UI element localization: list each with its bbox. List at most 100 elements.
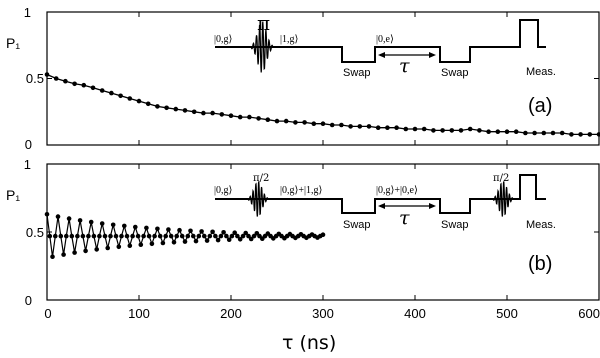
series-a-point [283,118,289,124]
series-a-point [109,90,114,96]
series-b-point [243,230,248,236]
pi-half-label-2: π/2 [493,173,509,184]
state-superposition-g: |0,g⟩+|1,g⟩ [280,185,323,196]
series-b-point [246,233,251,239]
series-a-point [504,129,510,134]
series-b-point [204,238,210,243]
series-b-point [193,238,199,244]
series-a-point [532,130,537,136]
series-a-point [191,109,197,115]
series-b-point [174,233,179,239]
series-b-point [185,233,191,239]
series-b-point [61,252,66,257]
series-b-point [88,219,94,225]
panel-b-xtick-label: 300 [312,306,334,321]
series-a-point [155,104,160,109]
series-a-point [256,116,261,121]
series-b-point [75,233,80,239]
series-b-point [224,233,229,239]
series-b-point [155,226,160,232]
series-a-point [523,130,528,136]
series-a-point [458,128,464,133]
pulse-sequence-a: π |0,g⟩ |1,g⟩ |0,e⟩ Swap Swap Meas. τ [214,11,556,79]
series-a-point [237,114,243,120]
series-b-point [229,233,235,239]
series-b-point [44,212,50,217]
tau-arrow-a-right-head [429,52,436,58]
series-a-point [550,130,556,136]
x-axis-label: τ (ns) [282,332,336,354]
series-b-point [80,233,86,239]
pi-pulse [250,21,274,73]
series-b-point [320,232,326,237]
panel-b-ylabel: P₁ [6,187,20,203]
series-a-point [293,120,298,125]
series-a-point [99,88,105,93]
pi-half-pulse-2 [492,181,514,217]
series-a-point [587,132,593,137]
panel-b-xtick-label: 200 [220,306,242,321]
panel-a-ytick-1: 1 [24,5,31,20]
series-a-point [578,132,583,137]
series-b-point [226,237,232,242]
tau-label-b: τ [399,207,410,229]
panel-b-label: (b) [528,253,552,275]
pi-half-pulse-1 [247,181,269,217]
series-a-point [274,118,280,124]
series-a-point [477,128,482,133]
series-a-point [72,81,77,87]
series-b-point [97,233,102,239]
series-a-point [311,121,317,126]
series-b-point [105,245,110,251]
series-b-point [248,236,254,242]
series-a-point [164,105,169,111]
series-b-point [58,233,64,239]
panel-b-ytick-0: 0 [25,293,32,308]
panel-b-xticks: 0 100 200 300 400 500 600 [44,164,600,321]
swap-label-a-1: Swap [343,67,371,79]
series-a-point [201,110,206,116]
series-b-point [83,248,88,254]
series-a-point [44,72,50,77]
series-a-point [385,125,390,130]
series-b-point [55,214,61,219]
series-b-point [240,233,246,239]
state-superposition-e: |0,g⟩+|0,e⟩ [376,185,418,196]
series-a-point [375,125,381,130]
series-a-point [412,126,418,132]
series-b-point [64,233,69,239]
series-a-point [81,82,87,88]
meas-label-b: Meas. [526,219,556,231]
panel-b: P₁ 1 0.5 0 (b) π/2 π/2 |0,g⟩ |0,g⟩+|1,g⟩… [6,157,600,354]
series-b-point [102,233,108,239]
series-a-point [513,129,519,134]
series-a-point [182,108,188,113]
series-b-point [124,233,130,239]
panel-b-xtick-label: 0 [44,306,51,321]
panel-b-xtick-label: 500 [496,306,518,321]
series-b-point [221,230,226,235]
series-a-point [90,85,96,91]
panel-b-xtick-label: 100 [128,306,150,321]
series-a-point [559,130,565,136]
series-a-point [495,129,501,134]
series-b-point [116,244,122,250]
series-a-point [348,124,353,129]
series-a-point [320,121,326,126]
series-a-point [440,128,445,133]
panel-b-xtick-label: 400 [404,306,426,321]
tau-arrow-b-right-head [429,203,436,209]
series-a-point [302,120,307,125]
series-b-point [135,233,141,239]
pi-pulse-label: π [257,11,270,35]
series-b-point [149,241,155,247]
series-b-point [86,233,91,239]
series-b-point [177,227,182,233]
series-b-point [196,233,202,239]
state-0e-a: |0,e⟩ [376,34,394,45]
series-b-point [182,239,188,244]
panel-b-ytick-0.5: 0.5 [26,225,44,240]
series-a-point [357,124,363,129]
series-b-point [130,233,135,239]
series-b-point [199,229,204,234]
